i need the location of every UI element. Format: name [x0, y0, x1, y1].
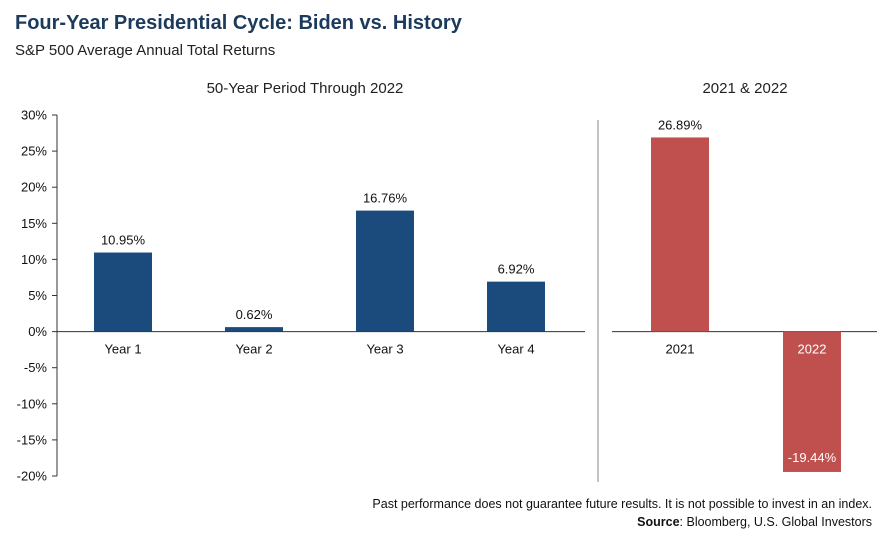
data-label: 16.76% — [363, 191, 408, 206]
source-note: Source: Bloomberg, U.S. Global Investors — [637, 515, 872, 529]
left-panel-title: 50-Year Period Through 2022 — [206, 80, 404, 97]
data-label: 6.92% — [498, 262, 535, 277]
y-tick-label: -10% — [17, 396, 48, 411]
x-tick-label: 2022 — [798, 342, 827, 357]
x-tick-label: Year 1 — [104, 342, 141, 357]
right-panel-title: 2021 & 2022 — [702, 80, 788, 97]
data-label: 0.62% — [236, 307, 273, 322]
bar-year-1 — [94, 252, 152, 332]
y-tick-label: 25% — [21, 144, 47, 159]
source-text: : Bloomberg, U.S. Global Investors — [679, 515, 872, 529]
x-tick-label: 2021 — [666, 342, 695, 357]
disclaimer-text: Past performance does not guarantee futu… — [372, 497, 872, 511]
bar-year-2 — [225, 327, 283, 332]
data-label: 10.95% — [101, 233, 146, 248]
source-label: Source — [637, 515, 680, 529]
data-label: -19.44% — [788, 450, 837, 465]
bar-year-3 — [356, 210, 414, 332]
y-tick-label: 0% — [28, 324, 47, 339]
bar-year-4 — [487, 281, 545, 332]
bar-2021 — [651, 137, 709, 332]
y-tick-label: 15% — [21, 216, 47, 231]
chart-subtitle: S&P 500 Average Annual Total Returns — [15, 42, 276, 59]
y-tick-label: -15% — [17, 432, 48, 447]
y-tick-label: -5% — [24, 360, 48, 375]
x-tick-label: Year 2 — [235, 342, 272, 357]
data-label: 26.89% — [658, 117, 703, 132]
y-tick-label: 5% — [28, 288, 47, 303]
y-tick-label: 20% — [21, 180, 47, 195]
bar-2022 — [783, 331, 841, 472]
x-tick-label: Year 4 — [497, 342, 534, 357]
y-tick-label: 30% — [21, 108, 47, 123]
x-tick-label: Year 3 — [366, 342, 403, 357]
y-tick-label: 10% — [21, 252, 47, 267]
chart-title: Four-Year Presidential Cycle: Biden vs. … — [15, 12, 462, 34]
y-tick-label: -20% — [17, 469, 48, 484]
